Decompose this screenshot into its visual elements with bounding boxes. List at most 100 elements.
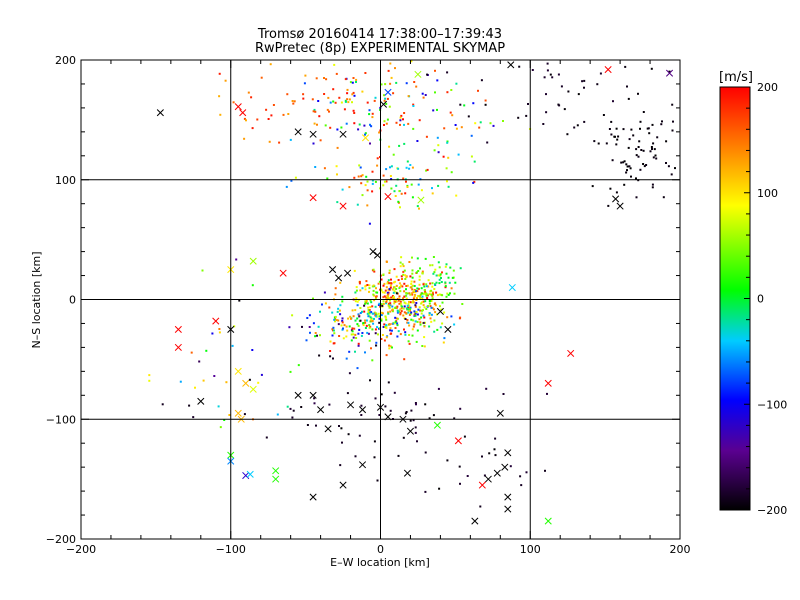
scatter-point-1117: [360, 404, 363, 407]
scatter-point-867: [412, 105, 415, 107]
scatter-point-1070: [581, 80, 584, 83]
scatter-point-468: [385, 324, 388, 327]
scatter-point-515: [333, 332, 336, 335]
scatter-point-1034: [646, 127, 649, 130]
scatter-point-922: [366, 101, 369, 104]
scatter-point-90: [401, 285, 404, 288]
scatter-point-216: [407, 309, 410, 312]
scatter-point-586: [364, 302, 367, 305]
scatter-point-1131: [402, 436, 405, 439]
scatter-point-227: [426, 297, 429, 299]
scatter-point-348: [339, 281, 342, 284]
scatter-point-819: [447, 156, 450, 159]
scatter-point-372: [375, 287, 377, 290]
scatter-point-307: [348, 325, 351, 328]
scatter-point-354: [350, 333, 353, 336]
y-tick-label: 100: [55, 174, 76, 187]
scatter-point-919: [272, 104, 275, 106]
cross-marker-45: [324, 425, 332, 433]
scatter-point-1022: [622, 161, 625, 164]
scatter-point-765: [412, 127, 415, 130]
scatter-point-888: [368, 113, 371, 116]
scatter-point-906: [251, 127, 254, 130]
scatter-point-676: [418, 275, 421, 278]
scatter-point-1041: [627, 146, 630, 149]
scatter-point-566: [362, 324, 365, 326]
scatter-point-1206: [463, 435, 466, 438]
scatter-point-119: [398, 282, 401, 285]
scatter-point-550: [341, 317, 344, 320]
scatter-point-604: [383, 339, 386, 342]
scatter-point-860: [474, 122, 477, 125]
scatter-point-949: [268, 140, 271, 143]
scatter-point-1009: [651, 123, 654, 126]
cross-marker-57: [567, 349, 575, 357]
cross-marker-13: [616, 202, 624, 210]
scatter-point-1014: [665, 140, 668, 143]
scatter-point-596: [392, 291, 395, 294]
scatter-point-690: [366, 180, 369, 183]
scatter-point-483: [408, 300, 410, 303]
scatter-point-432: [341, 295, 344, 298]
scatter-point-834: [470, 155, 473, 158]
scatter-point-283: [357, 313, 360, 316]
scatter-point-1018: [649, 150, 652, 153]
scatter-point-578: [374, 328, 377, 331]
scatter-point-298: [417, 308, 420, 311]
scatter-point-815: [384, 97, 387, 100]
scatter-point-902: [344, 78, 347, 81]
scatter-point-844: [360, 175, 363, 178]
scatter-point-215: [411, 292, 414, 295]
scatter-point-318: [409, 306, 412, 309]
scatter-point-365: [422, 304, 425, 307]
scatter-point-161: [397, 299, 400, 302]
scatter-point-869: [277, 57, 279, 59]
cross-marker-5: [339, 130, 347, 138]
scatter-point-991: [674, 167, 676, 170]
scatter-point-1129: [412, 419, 415, 422]
scatter-point-1180: [286, 405, 289, 408]
scatter-point-343: [412, 325, 415, 328]
scatter-point-1150: [346, 392, 349, 395]
cross-marker-28: [174, 325, 182, 333]
scatter-point-821: [364, 133, 366, 136]
scatter-point-712: [406, 184, 409, 187]
scatter-point-725: [358, 164, 361, 167]
scatter-point-396: [356, 317, 359, 320]
scatter-point-110: [399, 308, 402, 311]
cross-marker-8: [384, 88, 392, 96]
scatter-point-96: [425, 308, 428, 310]
scatter-point-577: [312, 297, 314, 300]
scatter-point-936: [315, 77, 318, 80]
scatter-point-1195: [483, 474, 486, 477]
scatter-point-37: [367, 306, 370, 309]
scatter-point-332: [410, 318, 413, 321]
cross-marker-73: [436, 307, 444, 316]
scatter-point-585: [422, 309, 424, 312]
scatter-point-829: [398, 144, 401, 147]
scatter-point-516: [369, 299, 372, 302]
scatter-point-731: [336, 173, 338, 176]
cross-marker-12: [665, 69, 674, 77]
cross-marker-46: [406, 427, 415, 435]
scatter-point-1165: [198, 360, 201, 363]
scatter-point-1056: [609, 187, 612, 190]
scatter-point-727: [409, 164, 412, 166]
scatter-point-662: [459, 267, 462, 270]
y-tick-label: 0: [69, 294, 76, 307]
scatter-point-529: [316, 334, 318, 337]
scatter-point-562: [332, 342, 335, 345]
scatter-point-40: [388, 297, 391, 300]
scatter-point-804: [479, 121, 482, 124]
scatter-point-228: [399, 312, 402, 314]
scatter-point-360: [341, 319, 344, 322]
scatter-point-1144: [405, 411, 408, 413]
scatter-point-140: [419, 321, 422, 324]
cross-marker-48: [496, 409, 504, 417]
scatter-point-546: [366, 331, 369, 334]
scatter-point-508: [354, 350, 356, 353]
scatter-point-1219: [415, 403, 417, 406]
scatter-point-514: [390, 332, 393, 335]
scatter-point-507: [335, 319, 338, 322]
scatter-point-162: [453, 292, 456, 295]
